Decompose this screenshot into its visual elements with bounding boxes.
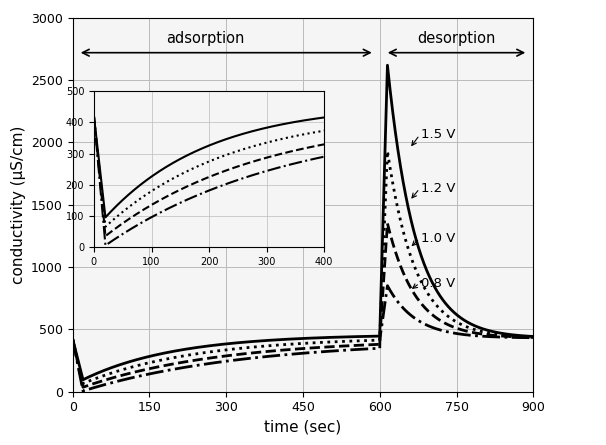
- Text: 1.0 V: 1.0 V: [421, 232, 455, 245]
- Text: adsorption: adsorption: [167, 31, 245, 46]
- X-axis label: time (sec): time (sec): [264, 420, 342, 435]
- Text: 0.8 V: 0.8 V: [421, 277, 455, 290]
- Text: 1.2 V: 1.2 V: [421, 182, 455, 195]
- Text: 1.5 V: 1.5 V: [421, 129, 455, 142]
- Text: desorption: desorption: [418, 31, 496, 46]
- Y-axis label: conductivity (μS/cm): conductivity (μS/cm): [10, 125, 25, 284]
